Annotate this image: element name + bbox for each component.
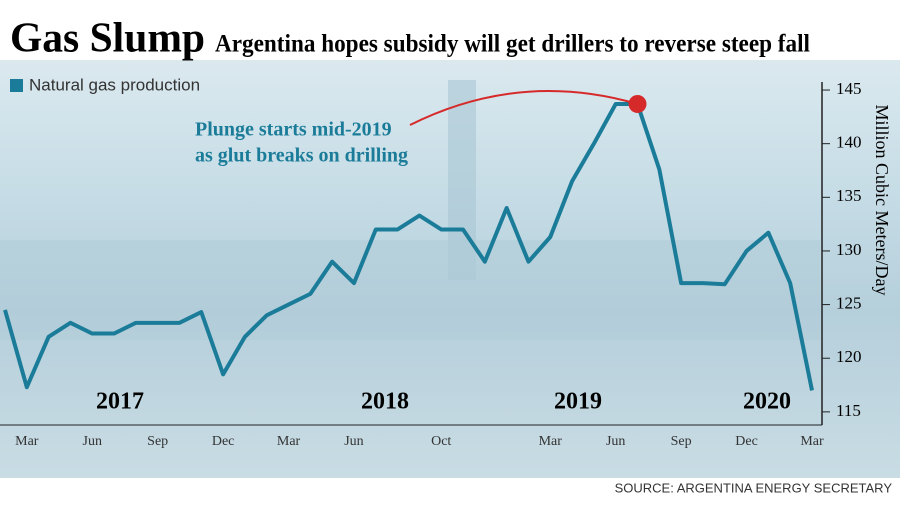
- x-tick-label: Dec: [212, 434, 235, 449]
- annotation: Plunge starts mid-2019: [195, 119, 392, 141]
- y-tick-label: 120: [836, 347, 862, 366]
- year-label: 2018: [361, 389, 409, 415]
- x-tick-label: Dec: [735, 434, 758, 449]
- legend-label: Natural gas production: [29, 75, 200, 94]
- x-tick-label: Jun: [606, 434, 625, 449]
- y-tick-label: 140: [836, 133, 862, 152]
- year-label: 2019: [554, 389, 602, 415]
- x-tick-label: Sep: [147, 434, 168, 449]
- y-tick-label: 115: [836, 401, 861, 420]
- series-line: [3, 101, 814, 391]
- y-tick-label: 135: [836, 186, 862, 205]
- source: SOURCE: ARGENTINA ENERGY SECRETARY: [615, 480, 893, 495]
- year-label: 2020: [743, 389, 791, 415]
- annotation: as glut breaks on drilling: [195, 145, 408, 167]
- chart-subtitle: Argentina hopes subsidy will get driller…: [215, 31, 810, 58]
- legend-swatch: [10, 79, 23, 92]
- x-tick-label: Sep: [671, 434, 692, 449]
- x-tick-label: Mar: [800, 434, 824, 449]
- x-tick-label: Oct: [431, 434, 451, 449]
- y-tick-label: 130: [836, 240, 862, 259]
- x-tick-label: Jun: [344, 434, 363, 449]
- y-tick-label: 125: [836, 293, 862, 312]
- y-axis-label: Million Cubic Meters/Day: [872, 105, 892, 296]
- annotation-arc: [409, 90, 638, 126]
- x-tick-label: Mar: [539, 434, 563, 449]
- x-tick-label: Mar: [15, 434, 39, 449]
- year-label: 2017: [96, 389, 144, 415]
- chart-title: Gas Slump: [10, 16, 205, 62]
- ground: [0, 240, 820, 340]
- peak-marker: [628, 94, 647, 113]
- y-tick-label: 145: [836, 79, 862, 98]
- x-tick-label: Jun: [83, 434, 102, 449]
- x-tick-label: Mar: [277, 434, 301, 449]
